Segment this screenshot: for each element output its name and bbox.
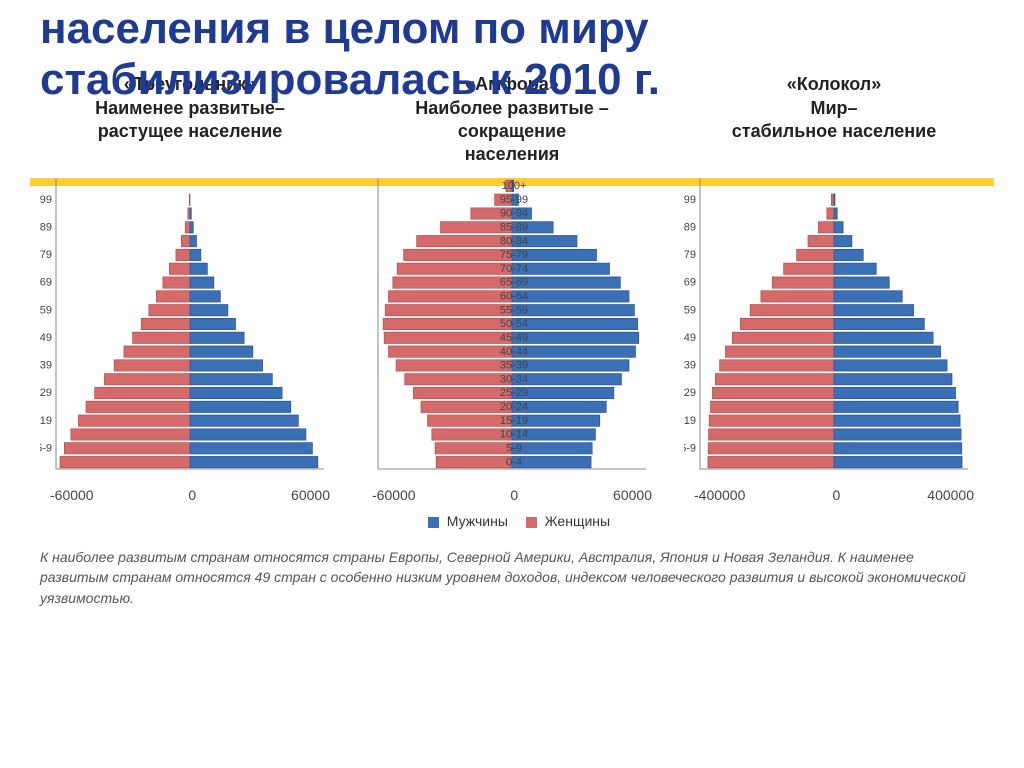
svg-text:15-19: 15-19: [684, 415, 696, 427]
svg-text:65-69: 65-69: [684, 277, 696, 289]
xaxis-amphora: -60000 0 60000: [372, 487, 652, 503]
svg-text:65-69: 65-69: [40, 277, 52, 289]
svg-text:65-69: 65-69: [500, 277, 528, 289]
svg-text:35-39: 35-39: [500, 360, 528, 372]
svg-text:25-29: 25-29: [684, 387, 696, 399]
pyramid-svg-bell: 95-99 85-89 75-79 65-69 55-59 45-49 35-39 25-29…: [684, 173, 984, 483]
svg-text:55-59: 55-59: [500, 305, 528, 317]
svg-text:5-9: 5-9: [506, 443, 522, 455]
svg-text:70-74: 70-74: [500, 263, 528, 275]
svg-text:75-79: 75-79: [500, 249, 528, 261]
legend-label-female: Женщины: [545, 513, 610, 529]
svg-text:50-54: 50-54: [500, 318, 528, 330]
svg-text:10-14: 10-14: [500, 429, 528, 441]
charts-row: «Треугольник» Наименее развитые– растуще…: [0, 73, 1024, 503]
svg-text:20-24: 20-24: [500, 401, 528, 413]
legend-swatch-male: [428, 517, 439, 528]
svg-text:5-9: 5-9: [684, 443, 696, 455]
chart-triangle: «Треугольник» Наименее развитые– растуще…: [30, 73, 350, 503]
svg-text:90-94: 90-94: [500, 208, 528, 220]
svg-text:85-89: 85-89: [500, 222, 528, 234]
svg-text:5-9: 5-9: [40, 443, 52, 455]
svg-text:35-39: 35-39: [684, 360, 696, 372]
svg-text:75-79: 75-79: [40, 249, 52, 261]
pyramid-svg-amphora: 100+ 95-99 90-94 85-89 80-8475-79 70-74 65-69 6…: [362, 173, 662, 483]
xaxis-bell: -400000 0 400000: [694, 487, 974, 503]
svg-text:80-84: 80-84: [500, 236, 528, 248]
svg-text:35-39: 35-39: [40, 360, 52, 372]
footnote: К наиболее развитым странам относятся ст…: [0, 529, 1024, 608]
svg-text:95-99: 95-99: [40, 194, 52, 206]
svg-text:95-99: 95-99: [684, 194, 696, 206]
pyramid-svg-triangle: 95-99 85-89 75-79 65-69 55-59 45-49 35-39 25-29…: [40, 173, 340, 483]
svg-text:15-19: 15-19: [40, 415, 52, 427]
legend-label-male: Мужчины: [447, 513, 508, 529]
svg-text:100+: 100+: [502, 180, 527, 192]
svg-text:25-29: 25-29: [40, 387, 52, 399]
chart-amphora: «Амфора» Наиболее развитые – сокращение …: [352, 73, 672, 503]
svg-text:45-49: 45-49: [40, 332, 52, 344]
svg-text:85-89: 85-89: [40, 222, 52, 234]
svg-text:0-4: 0-4: [506, 456, 522, 468]
chart-bell: «Колокол» Мир– стабильное население 95-9…: [674, 73, 994, 503]
svg-text:60-64: 60-64: [500, 291, 528, 303]
legend-swatch-female: [526, 517, 537, 528]
svg-text:30-34: 30-34: [500, 374, 528, 386]
xaxis-triangle: -60000 0 60000: [50, 487, 330, 503]
svg-text:55-59: 55-59: [40, 305, 52, 317]
page-title: населения в целом по миру стабилизировал…: [40, 0, 984, 105]
svg-text:25-29: 25-29: [500, 387, 528, 399]
svg-text:85-89: 85-89: [684, 222, 696, 234]
svg-text:45-49: 45-49: [684, 332, 696, 344]
svg-text:15-19: 15-19: [500, 415, 528, 427]
svg-text:95-99: 95-99: [500, 194, 528, 206]
svg-text:75-79: 75-79: [684, 249, 696, 261]
svg-text:40-44: 40-44: [500, 346, 528, 358]
svg-text:45-49: 45-49: [500, 332, 528, 344]
svg-text:55-59: 55-59: [684, 305, 696, 317]
legend: Мужчины Женщины: [0, 513, 1024, 529]
